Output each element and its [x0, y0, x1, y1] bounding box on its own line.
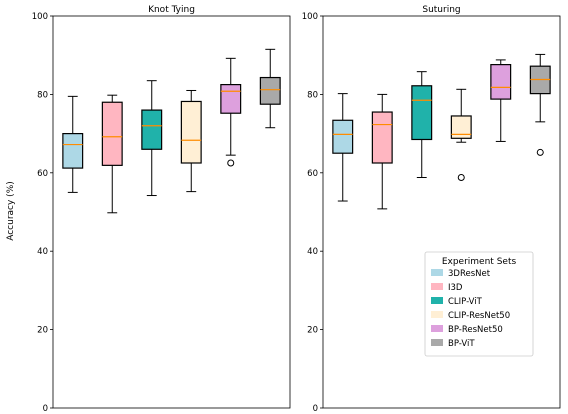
- legend-swatch-clip-vit: [431, 297, 443, 304]
- box-i3d: [101, 94, 123, 214]
- y-tick-label: 40: [307, 247, 318, 257]
- plot-frame: [322, 15, 561, 409]
- panel-title: Knot Tying: [148, 5, 195, 15]
- legend-label-3dresnet: 3DResNet: [448, 269, 491, 279]
- y-tick-label: 80: [307, 90, 318, 100]
- box-body: [490, 64, 512, 100]
- y-tick-label: 40: [37, 247, 48, 257]
- y-tick-label: 20: [37, 326, 48, 336]
- box-bp-vit: [529, 53, 551, 156]
- box-bp-resnet50: [490, 59, 512, 142]
- outlier-point: [227, 159, 235, 167]
- box-body: [259, 76, 281, 105]
- box-body: [332, 119, 354, 154]
- box-body: [450, 115, 472, 139]
- y-tick-label: 100: [32, 12, 48, 22]
- legend-frame: [424, 251, 534, 357]
- box-bp-vit: [259, 48, 281, 129]
- y-tick-label: 100: [302, 12, 318, 22]
- box-bp-resnet50: [220, 57, 242, 167]
- legend-title: Experiment Sets: [442, 257, 517, 267]
- box-3dresnet: [332, 93, 354, 202]
- y-tick-label: 0: [43, 404, 48, 414]
- legend-label-bp-vit: BP-ViT: [448, 339, 475, 349]
- box-3dresnet: [62, 95, 84, 193]
- legend: Experiment Sets 3DResNet I3D CLIP-ViT CLIP-…: [424, 251, 534, 357]
- box-body: [371, 111, 393, 164]
- legend-swatch-clip-resnet50: [431, 311, 443, 318]
- legend-label-i3d: I3D: [448, 283, 463, 293]
- box-clip-resnet50: [450, 88, 472, 182]
- y-tick-label: 60: [37, 169, 48, 179]
- y-tick-label: 80: [37, 90, 48, 100]
- outlier-point: [457, 174, 465, 182]
- y-tick-label: 60: [307, 169, 318, 179]
- box-body: [411, 85, 433, 141]
- box-body: [141, 109, 163, 150]
- box-clip-vit: [411, 71, 433, 179]
- panel-knot-tying: Knot Tying 0 20 40 60 80 100: [32, 5, 291, 414]
- panel-title: Suturing: [422, 5, 460, 15]
- legend-swatch-bp-resnet50: [431, 325, 443, 332]
- y-tick-label: 0: [313, 404, 318, 414]
- y-tick-label: 20: [307, 326, 318, 336]
- box-clip-resnet50: [180, 89, 202, 193]
- box-clip-vit: [141, 80, 163, 197]
- box-body: [101, 101, 123, 166]
- legend-swatch-3dresnet: [431, 269, 443, 276]
- panel-suturing: Suturing 0 20 40 60 80 100: [302, 5, 561, 414]
- box-body: [180, 100, 202, 164]
- plot-frame: [52, 15, 291, 409]
- legend-swatch-i3d: [431, 283, 443, 290]
- legend-label-clip-vit: CLIP-ViT: [448, 297, 483, 307]
- box-body: [62, 133, 84, 169]
- legend-swatch-bp-vit: [431, 339, 443, 346]
- box-body: [220, 83, 242, 114]
- legend-label-bp-resnet50: BP-ResNet50: [448, 325, 503, 335]
- y-axis-label: Accuracy (%): [6, 181, 16, 241]
- legend-label-clip-resnet50: CLIP-ResNet50: [448, 311, 510, 321]
- outlier-point: [536, 148, 544, 156]
- box-i3d: [371, 93, 393, 210]
